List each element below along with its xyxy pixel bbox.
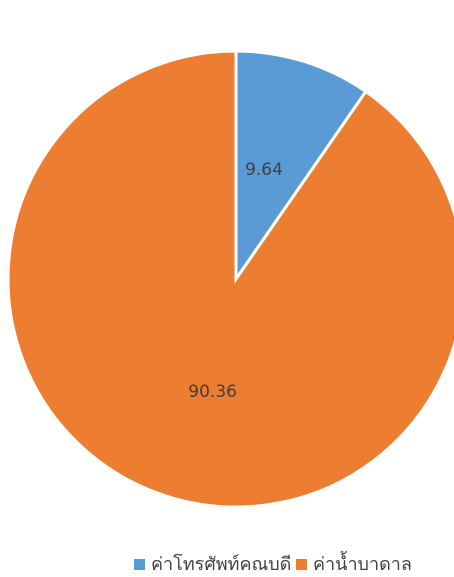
pie-slice: [6, 49, 454, 509]
legend-label: ค่าโทรศัพท์คณบดี: [151, 553, 291, 575]
legend-swatch: [296, 559, 307, 570]
legend-swatch: [134, 559, 145, 570]
data-label: 9.64: [245, 160, 283, 180]
legend-label: ค่าน้ำบาดาล: [313, 551, 412, 575]
pie-slice: [234, 49, 368, 284]
data-label: 90.36: [188, 382, 237, 402]
